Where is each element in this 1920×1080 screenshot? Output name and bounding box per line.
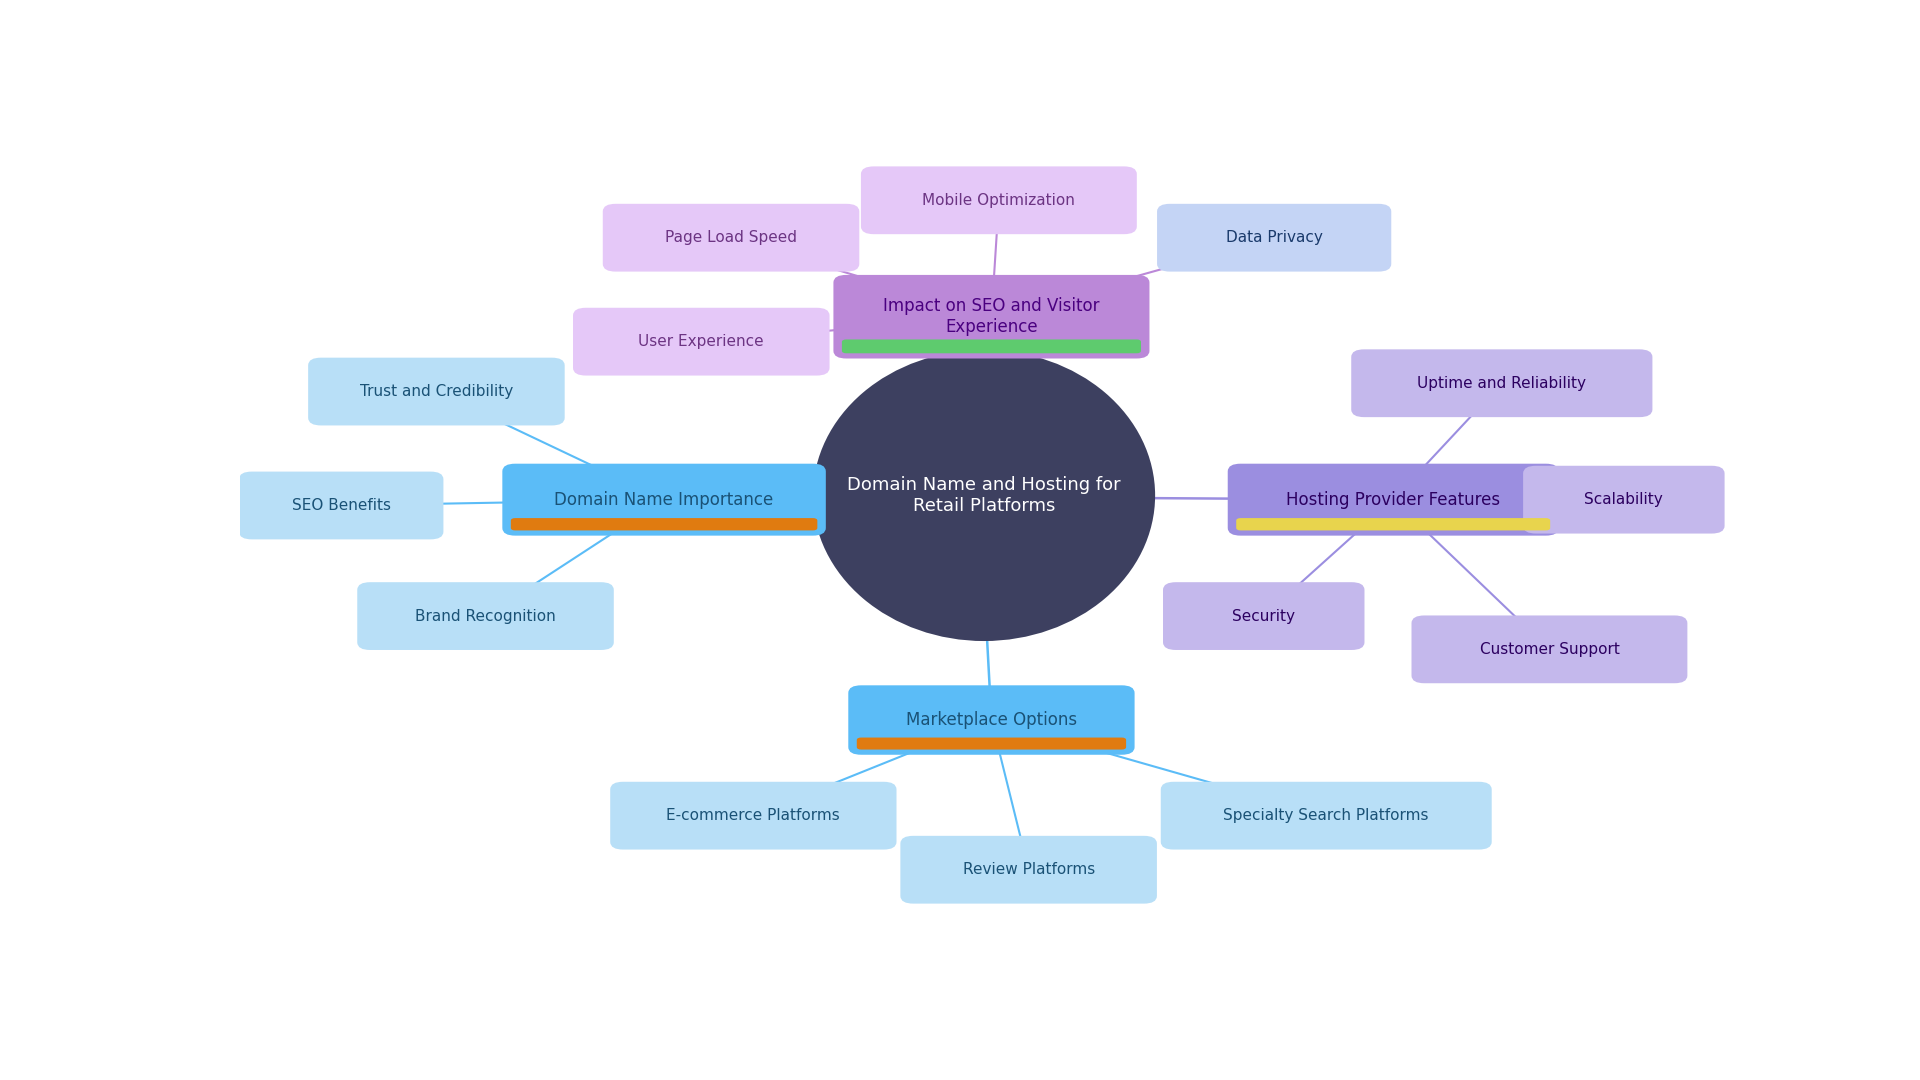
FancyBboxPatch shape [849, 687, 1133, 754]
FancyBboxPatch shape [603, 205, 858, 271]
Text: Trust and Credibility: Trust and Credibility [359, 384, 513, 399]
FancyBboxPatch shape [856, 738, 1127, 750]
Text: Data Privacy: Data Privacy [1225, 230, 1323, 245]
Text: Security: Security [1233, 609, 1296, 623]
Text: Uptime and Reliability: Uptime and Reliability [1417, 376, 1586, 391]
FancyBboxPatch shape [835, 276, 1148, 357]
Text: Review Platforms: Review Platforms [962, 862, 1094, 877]
FancyBboxPatch shape [574, 309, 829, 375]
Text: Impact on SEO and Visitor
Experience: Impact on SEO and Visitor Experience [883, 297, 1100, 336]
FancyBboxPatch shape [1158, 205, 1390, 271]
Text: Customer Support: Customer Support [1480, 642, 1619, 657]
Text: Brand Recognition: Brand Recognition [415, 609, 557, 623]
FancyBboxPatch shape [900, 837, 1156, 903]
FancyBboxPatch shape [1524, 467, 1724, 532]
FancyBboxPatch shape [511, 518, 818, 530]
FancyBboxPatch shape [1229, 464, 1557, 535]
FancyBboxPatch shape [240, 473, 442, 538]
FancyBboxPatch shape [862, 167, 1137, 233]
Text: E-commerce Platforms: E-commerce Platforms [666, 808, 841, 823]
Text: SEO Benefits: SEO Benefits [292, 498, 390, 513]
Ellipse shape [812, 350, 1156, 642]
FancyBboxPatch shape [1236, 518, 1549, 530]
FancyBboxPatch shape [359, 583, 612, 649]
Text: Domain Name Importance: Domain Name Importance [555, 490, 774, 509]
FancyBboxPatch shape [1164, 583, 1363, 649]
FancyBboxPatch shape [309, 359, 564, 424]
FancyBboxPatch shape [1352, 350, 1651, 416]
FancyBboxPatch shape [1162, 783, 1490, 849]
Text: Marketplace Options: Marketplace Options [906, 711, 1077, 729]
Text: Specialty Search Platforms: Specialty Search Platforms [1223, 808, 1428, 823]
Text: User Experience: User Experience [639, 334, 764, 349]
Text: Mobile Optimization: Mobile Optimization [922, 193, 1075, 207]
Text: Page Load Speed: Page Load Speed [664, 230, 797, 245]
FancyBboxPatch shape [611, 783, 895, 849]
Text: Domain Name and Hosting for
Retail Platforms: Domain Name and Hosting for Retail Platf… [847, 476, 1121, 515]
Text: Scalability: Scalability [1584, 492, 1663, 508]
FancyBboxPatch shape [503, 464, 826, 535]
FancyBboxPatch shape [841, 339, 1140, 353]
FancyBboxPatch shape [1413, 617, 1686, 683]
Text: Hosting Provider Features: Hosting Provider Features [1286, 490, 1500, 509]
